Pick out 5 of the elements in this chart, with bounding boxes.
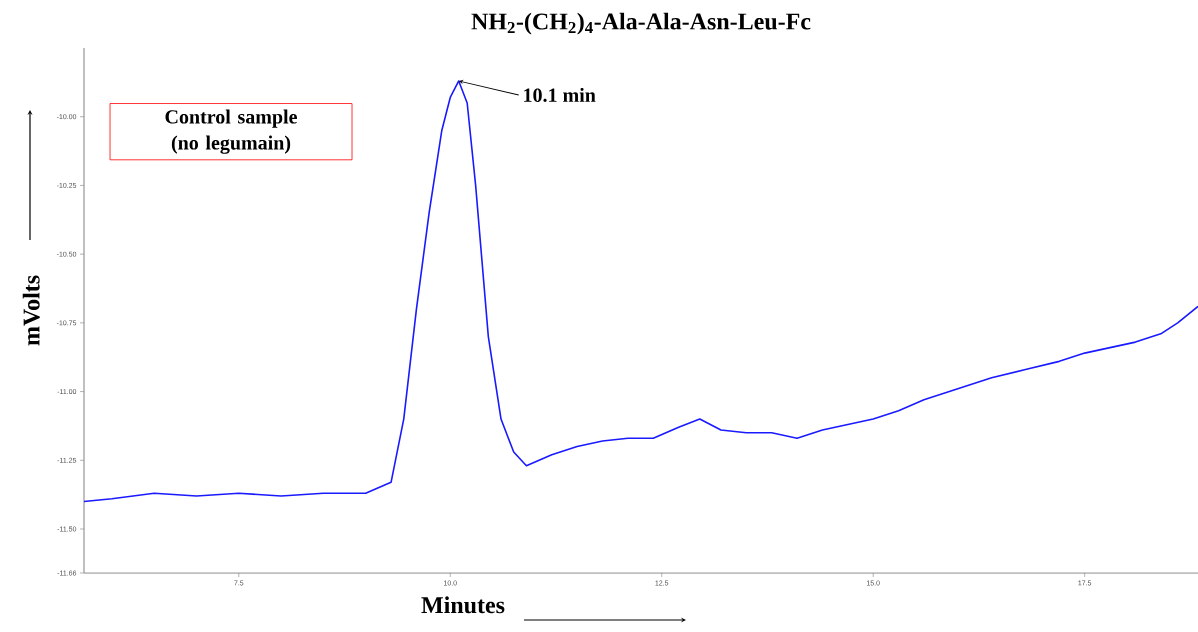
annotation: 10.1 min <box>524 87 596 103</box>
y-axis-title: mVolts <box>22 275 40 346</box>
x-axis-title: Minutes <box>421 596 505 614</box>
chart-title: NH$_{2}$-(CH$_{2}$)$_{4}$-Ala-Ala-Asn-Leu-Fc <box>471 12 811 35</box>
annotation: Control sample (no legumain) <box>165 109 297 154</box>
